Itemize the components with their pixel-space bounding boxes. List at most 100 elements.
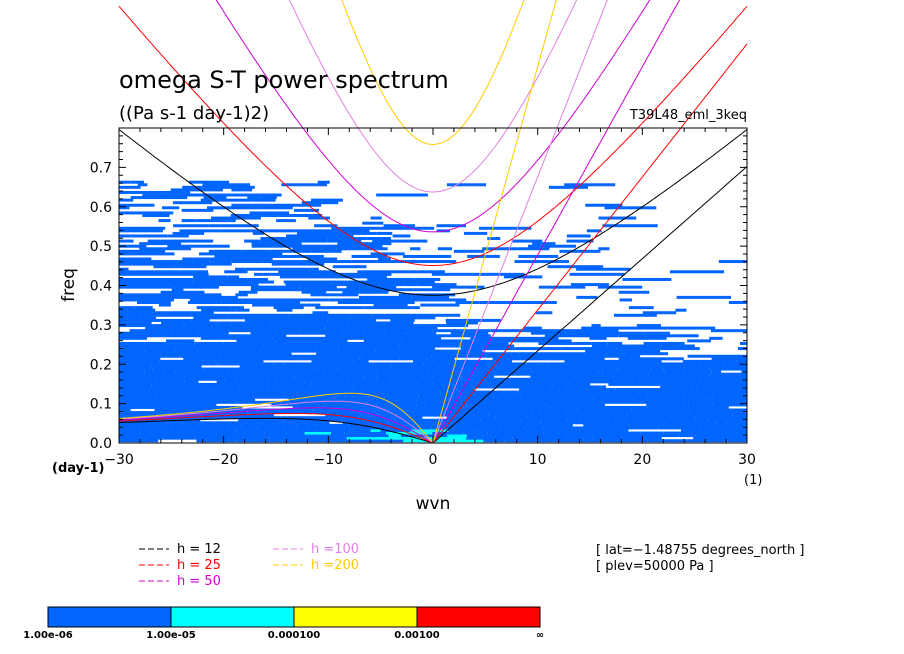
power-cell xyxy=(184,349,198,353)
power-cell xyxy=(336,247,388,251)
power-cell xyxy=(698,390,739,394)
power-cell xyxy=(491,367,514,371)
power-cell xyxy=(196,372,251,376)
power-cell xyxy=(463,385,473,389)
power-cell xyxy=(134,331,177,335)
y-tick-label: 0.5 xyxy=(90,239,112,255)
power-cell xyxy=(127,316,157,320)
power-cell xyxy=(379,226,417,230)
power-cell xyxy=(488,364,511,368)
power-cell xyxy=(294,229,335,233)
power-cell xyxy=(252,303,284,307)
power-cell xyxy=(151,400,207,404)
power-cell xyxy=(670,434,680,438)
power-cell xyxy=(631,439,648,443)
power-cell xyxy=(380,344,400,348)
power-cell xyxy=(157,280,193,284)
dataset-label: T39L48_eml_3keq xyxy=(629,108,747,123)
power-cell xyxy=(542,377,564,381)
power-cell xyxy=(241,260,263,264)
power-cell xyxy=(548,364,581,368)
power-cell xyxy=(310,385,355,389)
power-cell xyxy=(447,416,471,420)
power-cell xyxy=(537,362,548,366)
axes: −30 −20 −10 0 10 20 30 0.0 0.1 0.2 0.3 0.4 0.5 0.6 0.7 xyxy=(90,128,756,468)
power-cell xyxy=(290,344,310,348)
power-cell xyxy=(682,359,737,363)
power-cell xyxy=(347,380,359,384)
power-cell xyxy=(370,405,422,409)
power-cell xyxy=(242,298,262,302)
colorbar-segment xyxy=(416,606,541,628)
power-cell xyxy=(461,375,471,379)
power-cell xyxy=(529,431,544,435)
power-cell xyxy=(235,375,277,379)
power-cell xyxy=(217,416,230,420)
power-cell xyxy=(161,321,184,325)
power-cell xyxy=(247,196,261,200)
power-cell xyxy=(305,316,351,320)
power-cell xyxy=(371,313,417,317)
power-cell xyxy=(190,313,208,317)
power-cell xyxy=(520,395,531,399)
power-cell xyxy=(437,413,453,417)
power-cell xyxy=(296,423,317,427)
power-cell xyxy=(322,388,353,392)
power-cell xyxy=(151,193,181,197)
power-cell xyxy=(725,418,747,422)
power-cell xyxy=(431,272,473,276)
power-cell xyxy=(640,431,664,435)
power-cell xyxy=(566,434,622,438)
power-cell xyxy=(466,403,492,407)
power-cell xyxy=(273,326,326,330)
power-cell xyxy=(688,400,714,404)
power-cell xyxy=(209,341,224,345)
power-cell xyxy=(613,313,657,317)
power-cell xyxy=(373,362,424,366)
power-cell xyxy=(119,395,171,399)
power-cell xyxy=(373,303,408,307)
power-cell xyxy=(692,388,729,392)
power-cell xyxy=(684,403,713,407)
power-cell xyxy=(524,426,544,430)
power-cell xyxy=(243,316,272,320)
power-cell xyxy=(180,270,209,274)
power-cell xyxy=(566,411,593,415)
power-cell xyxy=(587,380,640,384)
y-tick-label: 0.6 xyxy=(90,200,112,216)
power-cell xyxy=(498,352,519,356)
power-cell xyxy=(197,295,238,299)
power-cell xyxy=(521,329,534,333)
power-cell xyxy=(201,308,237,312)
power-cell xyxy=(252,385,269,389)
power-cell xyxy=(331,283,380,287)
power-cell xyxy=(687,339,712,343)
power-cell xyxy=(363,329,385,333)
power-cell xyxy=(284,393,321,397)
power-cell xyxy=(241,249,271,253)
power-cell xyxy=(366,400,388,404)
power-cell xyxy=(175,349,185,353)
power-cell xyxy=(259,206,293,210)
power-cell xyxy=(540,244,576,248)
power-cell xyxy=(202,347,248,351)
power-cell xyxy=(395,280,435,284)
power-cell xyxy=(375,349,406,353)
power-cell xyxy=(541,418,555,422)
power-cell xyxy=(282,357,324,361)
power-cell xyxy=(215,359,264,363)
power-cell xyxy=(518,352,570,356)
power-cell xyxy=(402,254,452,258)
power-cell xyxy=(154,270,181,274)
power-cell xyxy=(648,423,689,427)
colorbar-segment xyxy=(47,606,172,628)
power-cell xyxy=(511,239,543,243)
power-cell xyxy=(470,336,517,340)
power-cell xyxy=(167,311,214,315)
power-cell xyxy=(164,190,191,194)
power-cell xyxy=(312,311,329,315)
power-cell xyxy=(172,231,205,235)
power-cell xyxy=(213,388,240,392)
power-cell xyxy=(235,252,283,256)
power-cell xyxy=(157,377,194,381)
